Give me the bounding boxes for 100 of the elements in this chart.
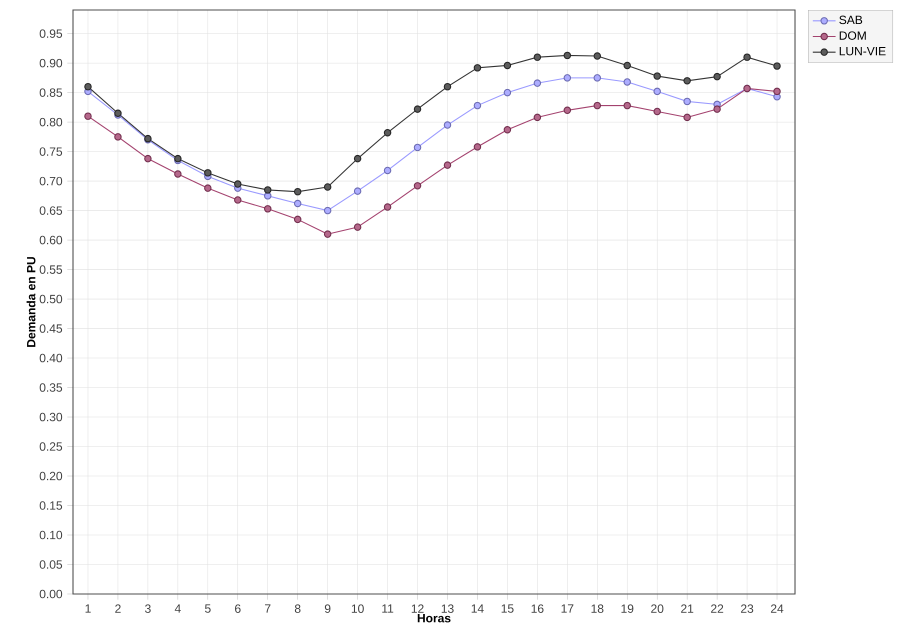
x-axis-title: Horas xyxy=(418,614,451,622)
y-tick-label: 0.90 xyxy=(40,58,62,68)
point xyxy=(474,102,482,110)
point xyxy=(653,108,661,116)
legend-label: SAB xyxy=(839,16,862,24)
y-tick-label: 0.80 xyxy=(40,118,62,126)
point xyxy=(504,62,512,70)
y-tick-label: 0.70 xyxy=(40,176,62,186)
point xyxy=(713,105,721,113)
point xyxy=(534,53,542,61)
point xyxy=(384,166,392,174)
point xyxy=(683,114,691,122)
point xyxy=(414,144,422,152)
x-tick-label: 17 xyxy=(562,604,574,613)
point xyxy=(414,105,422,113)
y-tick-label: 0.10 xyxy=(40,530,62,540)
point xyxy=(294,216,302,224)
point xyxy=(384,128,392,136)
point xyxy=(653,88,661,96)
x-tick-label: 3 xyxy=(145,604,151,613)
x-tick-label: 20 xyxy=(651,604,664,613)
point xyxy=(324,183,332,191)
point xyxy=(114,133,122,141)
point xyxy=(264,205,272,213)
x-tick-label: 14 xyxy=(472,604,484,613)
point xyxy=(624,102,631,110)
point xyxy=(444,121,452,129)
x-tick-label: 21 xyxy=(681,604,694,613)
point xyxy=(444,161,452,169)
y-tick-label: 0.85 xyxy=(40,88,62,97)
point xyxy=(713,72,721,80)
point xyxy=(294,200,302,208)
point xyxy=(683,98,691,106)
x-tick-label: 7 xyxy=(265,604,270,613)
x-tick-label: 4 xyxy=(174,604,181,613)
x-tick-label: 24 xyxy=(770,604,784,613)
point xyxy=(653,72,661,80)
y-tick-label: 0.40 xyxy=(40,354,62,362)
y-tick-label: 0.45 xyxy=(40,324,62,333)
legend-label: LUN-VIE xyxy=(840,47,886,56)
x-tick-label: 8 xyxy=(294,604,301,613)
y-tick-label: 0.15 xyxy=(40,501,62,510)
y-tick-label: 0.95 xyxy=(40,29,62,38)
point xyxy=(354,187,362,195)
x-tick-label: 19 xyxy=(621,604,634,613)
point xyxy=(264,186,272,194)
x-tick-label: 12 xyxy=(412,604,424,613)
y-tick-label: 0.60 xyxy=(40,236,62,244)
y-tick-label: 0.30 xyxy=(40,412,62,422)
point xyxy=(564,74,572,82)
y-tick-label: 0.25 xyxy=(40,442,62,451)
point xyxy=(474,64,482,72)
point xyxy=(683,77,691,85)
point xyxy=(414,182,422,190)
y-tick-label: 0.75 xyxy=(40,147,62,156)
y-tick-label: 0.65 xyxy=(40,206,62,215)
y-tick-label: 0.55 xyxy=(40,265,62,274)
x-tick-label: 10 xyxy=(352,604,364,613)
point xyxy=(594,74,602,82)
point xyxy=(234,196,242,204)
point xyxy=(144,154,152,162)
point xyxy=(354,223,362,231)
point xyxy=(204,169,212,177)
x-tick-label: 18 xyxy=(592,604,604,613)
x-tick-label: 6 xyxy=(235,604,241,613)
point xyxy=(234,180,242,188)
point xyxy=(204,184,212,192)
point xyxy=(264,192,272,200)
point xyxy=(564,52,572,60)
x-tick-label: 5 xyxy=(204,604,211,613)
y-tick-label: 0.00 xyxy=(40,590,62,598)
point xyxy=(594,102,602,110)
y-tick-label: 0.35 xyxy=(40,383,62,392)
point xyxy=(504,126,512,134)
point xyxy=(594,52,602,60)
point xyxy=(354,154,362,162)
x-tick-label: 1 xyxy=(86,604,91,613)
x-tick-label: 16 xyxy=(532,604,544,613)
point xyxy=(624,62,631,70)
point xyxy=(534,114,542,122)
legend-label: DOM xyxy=(840,31,866,40)
point xyxy=(474,143,482,151)
point xyxy=(444,82,452,90)
point xyxy=(773,88,781,96)
point xyxy=(743,53,751,61)
point xyxy=(534,79,542,87)
point xyxy=(564,106,572,114)
point xyxy=(624,78,631,86)
point xyxy=(84,112,92,120)
point xyxy=(84,82,92,90)
x-tick-label: 15 xyxy=(502,604,514,613)
point xyxy=(324,230,332,238)
point xyxy=(174,170,182,178)
y-axis-title: Demanda en PU xyxy=(26,257,36,347)
x-tick-label: 13 xyxy=(442,604,454,613)
point xyxy=(324,206,332,214)
point xyxy=(384,203,392,211)
y-tick-label: 0.50 xyxy=(40,294,62,304)
x-tick-label: 11 xyxy=(382,604,394,613)
y-tick-label: 0.20 xyxy=(40,472,62,480)
